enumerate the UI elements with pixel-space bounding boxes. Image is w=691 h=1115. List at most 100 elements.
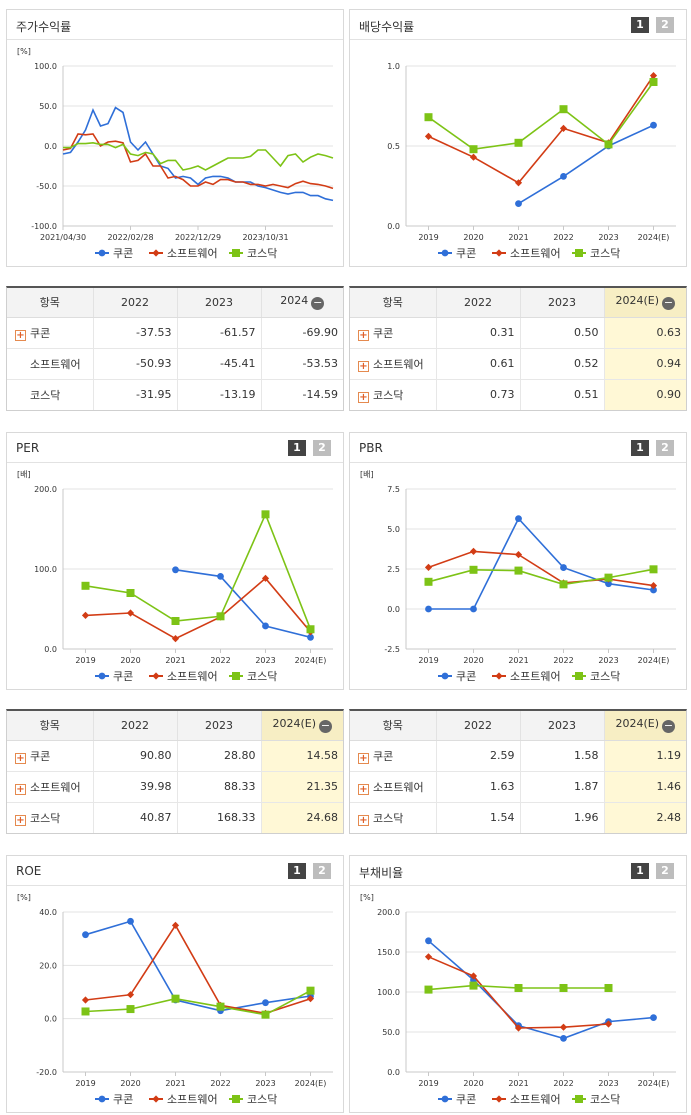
x-tick-label: 2019: [418, 233, 438, 242]
data-point: [306, 625, 315, 634]
x-tick-label: 2022: [553, 233, 573, 242]
cell-2024e: 0.94: [603, 348, 686, 380]
page-1-button[interactable]: 1: [631, 440, 649, 456]
expand-icon[interactable]: +: [358, 783, 369, 795]
roe-panel: ROE 1 2 [%] 40.0 20.0 0.0 -20.0 2019 2020 2021 2…: [6, 855, 344, 1113]
expand-icon[interactable]: +: [358, 329, 369, 341]
x-tick-label: 2021/04/30: [40, 233, 86, 242]
expand-icon[interactable]: +: [15, 814, 26, 826]
table-row: + 소프트웨어 39.98 88.33 21.35: [7, 771, 343, 803]
row-label: 코스닥: [30, 811, 61, 825]
debt-ratio-chart: [%]200.0 150.0 100.0 50.0 0.0 2019 2020 2021 202…: [360, 893, 676, 1106]
data-point: [424, 985, 433, 994]
row-label: 코스닥: [373, 811, 404, 825]
y-tick-label: 50.0: [382, 1028, 400, 1037]
page-2-button[interactable]: 2: [656, 863, 674, 879]
col-header: 항목: [350, 711, 436, 741]
data-point: [514, 566, 523, 575]
legend-marker: [495, 672, 503, 680]
cell-2024e: 24.68: [260, 802, 343, 833]
table-row: + 코스닥 40.87 168.33 24.68: [7, 802, 343, 833]
cell-2024: -53.53: [260, 348, 343, 380]
x-tick-label: 2021: [508, 233, 528, 242]
collapse-icon[interactable]: −: [662, 296, 676, 311]
data-point: [559, 1023, 568, 1031]
page-1-button[interactable]: 1: [631, 17, 649, 33]
legend-marker: [232, 672, 240, 680]
cell-2022: 0.73: [435, 379, 520, 410]
data-point: [171, 617, 180, 625]
x-tick-label: 2020: [463, 656, 483, 665]
panel-header: PER 1 2: [7, 433, 343, 463]
expand-icon[interactable]: +: [358, 391, 369, 403]
x-tick-label: 2019: [75, 1079, 95, 1088]
table-row: + 코스닥 0.73 0.51 0.90: [350, 379, 686, 410]
legend-marker: [495, 249, 503, 257]
legend-label: 소프트웨어: [167, 670, 218, 683]
legend-marker: [98, 249, 106, 257]
series-line: [428, 81, 655, 151]
y-tick-label: 150.0: [377, 948, 400, 957]
col-header: 2022: [435, 711, 520, 741]
expand-icon[interactable]: +: [15, 752, 26, 764]
table-header-row: 항목 2022 2023 2024−: [7, 288, 343, 318]
cell-2023: 0.51: [519, 379, 604, 410]
page-2-button[interactable]: 2: [656, 17, 674, 33]
stock-return-chart: [%]100.0 50.0 0.0 -50.0 -100.0 2021/04/30 2022…: [17, 47, 334, 260]
data-point: [650, 1014, 657, 1021]
col-header-2024e: 2024(E) −: [603, 711, 686, 741]
cell-2024e: 1.46: [603, 771, 686, 803]
data-point: [217, 572, 224, 580]
series-line: [427, 940, 654, 1040]
roe-chart: [%] 40.0 20.0 0.0 -20.0 2019 2020 2021 2022 2023 2…: [17, 893, 333, 1106]
collapse-icon[interactable]: −: [319, 719, 333, 734]
data-point: [515, 515, 522, 522]
expand-icon[interactable]: +: [15, 329, 26, 341]
stock-return-table: 항목 2022 2023 2024− + 쿠콘 -37.53 -61.57 -69…: [6, 286, 344, 411]
x-tick-label: 2024(E): [295, 656, 327, 665]
data-point: [126, 1005, 135, 1014]
y-tick-label: 50.0: [39, 102, 57, 111]
x-tick-label: 2024(E): [295, 1079, 327, 1088]
row-label: 쿠콘: [30, 749, 51, 763]
per-chart: [배]200.0 100.0 0.0 2019 2020 2021 2022 2023 2024…: [17, 470, 333, 683]
x-tick-label: 2022/12/29: [175, 233, 221, 242]
col-header: 항목: [7, 711, 93, 741]
expand-icon[interactable]: +: [358, 360, 369, 372]
data-point: [605, 580, 612, 588]
collapse-icon[interactable]: −: [311, 296, 325, 311]
data-point: [604, 984, 613, 992]
dividend-yield-panel: 배당수익률 1 2 1.0 0.5 0.0 2019 2020 2021 2022 2023 2…: [349, 9, 687, 267]
page-2-button[interactable]: 2: [313, 863, 331, 879]
table-row: 코스닥 -31.95 -13.19 -14.59: [7, 379, 343, 410]
col-header: 2022: [435, 288, 520, 318]
expand-icon[interactable]: +: [358, 752, 369, 764]
series-line: [518, 124, 654, 205]
x-tick-label: 2021: [508, 656, 528, 665]
expand-icon[interactable]: +: [15, 783, 26, 795]
data-point: [425, 605, 432, 613]
series-line: [428, 550, 654, 587]
table-row: 소프트웨어 -50.93 -45.41 -53.53: [7, 348, 343, 380]
row-name: 코스닥: [7, 379, 93, 410]
col-header-label: 2024(E): [272, 717, 317, 731]
page-1-button[interactable]: 1: [631, 863, 649, 879]
expand-icon[interactable]: +: [358, 814, 369, 826]
y-tick-label: 20.0: [39, 961, 57, 970]
page-1-button[interactable]: 1: [288, 440, 306, 456]
row-name: + 쿠콘: [350, 317, 436, 349]
collapse-icon[interactable]: −: [662, 719, 676, 734]
cell-2023: -45.41: [176, 348, 261, 380]
series-line: [85, 920, 311, 1012]
cell-2024: -69.90: [260, 317, 343, 349]
cell-2022: 1.54: [435, 802, 520, 833]
col-header-label: 2024(E): [615, 294, 660, 308]
page-2-button[interactable]: 2: [656, 440, 674, 456]
page-2-button[interactable]: 2: [313, 440, 331, 456]
page-1-button[interactable]: 1: [288, 863, 306, 879]
y-tick-label: 0.0: [387, 1068, 400, 1077]
legend-marker: [441, 672, 449, 680]
data-point: [307, 633, 314, 641]
cell-2022: 0.61: [435, 348, 520, 380]
row-label: 코스닥: [373, 388, 404, 402]
